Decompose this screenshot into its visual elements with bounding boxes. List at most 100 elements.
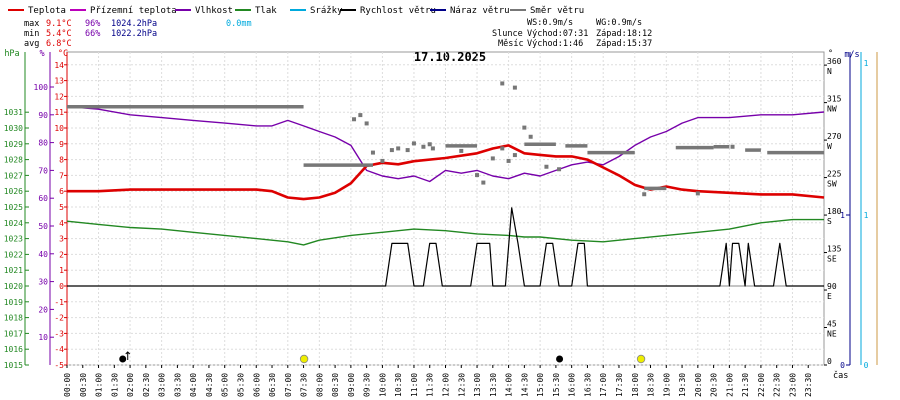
time-tick-label: 09:00	[347, 373, 356, 397]
wind-direction-point	[730, 144, 735, 149]
temperature-tick-label: 1	[59, 266, 64, 275]
stats-label: avg	[24, 39, 39, 49]
direction-tick-label: 135	[827, 245, 842, 254]
time-tick-label: 05:00	[221, 373, 230, 397]
temperature-tick-label: 8	[59, 156, 64, 165]
time-tick-label: 17:00	[599, 373, 608, 397]
time-tick-label: 00:00	[63, 373, 72, 397]
time-tick-label: 22:30	[773, 373, 782, 397]
temperature-tick-label: -2	[54, 314, 64, 323]
stats-temperature: 6.8°C	[46, 39, 72, 49]
time-tick-label: 02:00	[126, 373, 135, 397]
wind-direction-point	[557, 167, 562, 172]
sunset-info: Západ:18:12	[596, 29, 652, 39]
temperature-tick-label: 4	[59, 219, 64, 228]
pressure-tick-label: 1027	[4, 171, 23, 180]
wind-direction-point	[512, 153, 517, 158]
time-tick-label: 15:00	[536, 373, 545, 397]
time-tick-label: 14:00	[505, 373, 514, 397]
pressure-tick-label: 1021	[4, 266, 23, 275]
direction-tick-label: 225	[827, 170, 842, 179]
time-tick-label: 06:30	[268, 373, 277, 397]
legend-label: Vlhkost	[195, 6, 233, 16]
wind-direction-point	[358, 113, 363, 118]
time-tick-label: 16:00	[568, 373, 577, 397]
sunset-marker	[636, 354, 646, 364]
legend-item: Směr větru	[510, 6, 584, 16]
time-tick-label: 14:30	[520, 373, 529, 397]
time-tick-label: 07:30	[300, 373, 309, 397]
wind-direction-point	[512, 85, 517, 90]
legend-label: Směr větru	[530, 6, 584, 16]
direction-tick-label: 45	[827, 320, 837, 329]
time-tick-label: 04:30	[205, 373, 214, 397]
sunrise-info: Východ:07:31	[527, 29, 588, 39]
humidity-tick-label: 50	[38, 222, 48, 231]
moonrise-info: Východ:1:46	[527, 39, 583, 49]
direction-compass-label: E	[827, 292, 832, 301]
temperature-tick-label: -1	[54, 298, 64, 307]
temperature-tick-label: 11	[54, 108, 64, 117]
wind-speed-tick-label: 1	[840, 211, 845, 220]
wind-direction-point	[695, 191, 700, 196]
time-tick-label: 01:30	[110, 373, 119, 397]
direction-tick-label: 270	[827, 132, 842, 141]
temperature-tick-label: 0	[59, 282, 64, 291]
pressure-tick-label: 1018	[4, 314, 23, 323]
pressure-tick-label: 1022	[4, 250, 23, 259]
time-tick-label: 20:30	[710, 373, 719, 397]
pressure-tick-label: 1029	[4, 140, 23, 149]
pressure-axis-unit: hPa	[4, 49, 19, 59]
temperature-tick-label: -5	[54, 361, 64, 370]
time-tick-label: 03:00	[158, 373, 167, 397]
temperature-tick-label: 5	[59, 203, 64, 212]
time-tick-label: 04:00	[189, 373, 198, 397]
legend-label: Teplota	[28, 6, 66, 16]
wind-direction-point	[459, 148, 464, 153]
direction-compass-label: N	[827, 67, 832, 76]
direction-tick-label: 180	[827, 207, 842, 216]
humidity-tick-label: 30	[38, 278, 48, 287]
time-tick-label: 21:00	[725, 373, 734, 397]
humidity-axis-unit: %	[39, 49, 44, 59]
time-tick-label: 03:30	[173, 373, 182, 397]
series-line-vlhkost	[66, 105, 825, 183]
wind-direction-point	[396, 146, 401, 151]
rain-tick-label: 1	[864, 211, 869, 220]
time-tick-label: 16:30	[583, 373, 592, 397]
legend-label: Rychlost větru	[360, 6, 436, 16]
sun-info-label: Slunce	[492, 29, 523, 39]
humidity-tick-label: 90	[38, 111, 48, 120]
direction-compass-label: NE	[827, 330, 837, 339]
time-tick-label: 18:00	[631, 373, 640, 397]
wind-direction-point	[506, 158, 511, 163]
chart-title: 17.10.2025	[414, 50, 486, 64]
temperature-tick-label: 3	[59, 235, 64, 244]
wind-direction-point	[370, 150, 375, 155]
legend-item: Teplota	[8, 6, 66, 16]
moonset-marker	[556, 355, 564, 363]
humidity-tick-label: 60	[38, 194, 48, 203]
wind-direction-point	[528, 134, 533, 139]
wind-direction-point	[475, 173, 480, 178]
wind-direction-point	[364, 121, 369, 126]
time-tick-label: 10:30	[394, 373, 403, 397]
legend-item: Rychlost větru	[340, 6, 436, 16]
wind-speed-info: WS:0.9m/s	[527, 18, 573, 28]
pressure-tick-label: 1024	[4, 219, 23, 228]
wind-direction-point	[544, 164, 549, 169]
wind-direction-point	[430, 146, 435, 151]
wind-direction-point	[427, 142, 432, 147]
stats-temperature: 5.4°C	[46, 29, 72, 39]
temperature-axis-unit: °C	[58, 49, 68, 59]
legend-item: Náraz větru	[430, 6, 510, 16]
wind-direction-point	[642, 192, 647, 197]
rain-tick-label: 1	[864, 59, 869, 68]
moonset-info: Západ:15:37	[596, 39, 652, 49]
legend-item: Vlhkost	[175, 6, 233, 16]
temperature-tick-label: 13	[54, 77, 64, 86]
time-axis-label: čas	[833, 370, 848, 381]
pressure-tick-label: 1031	[4, 108, 23, 117]
wind-direction-point	[522, 125, 527, 130]
